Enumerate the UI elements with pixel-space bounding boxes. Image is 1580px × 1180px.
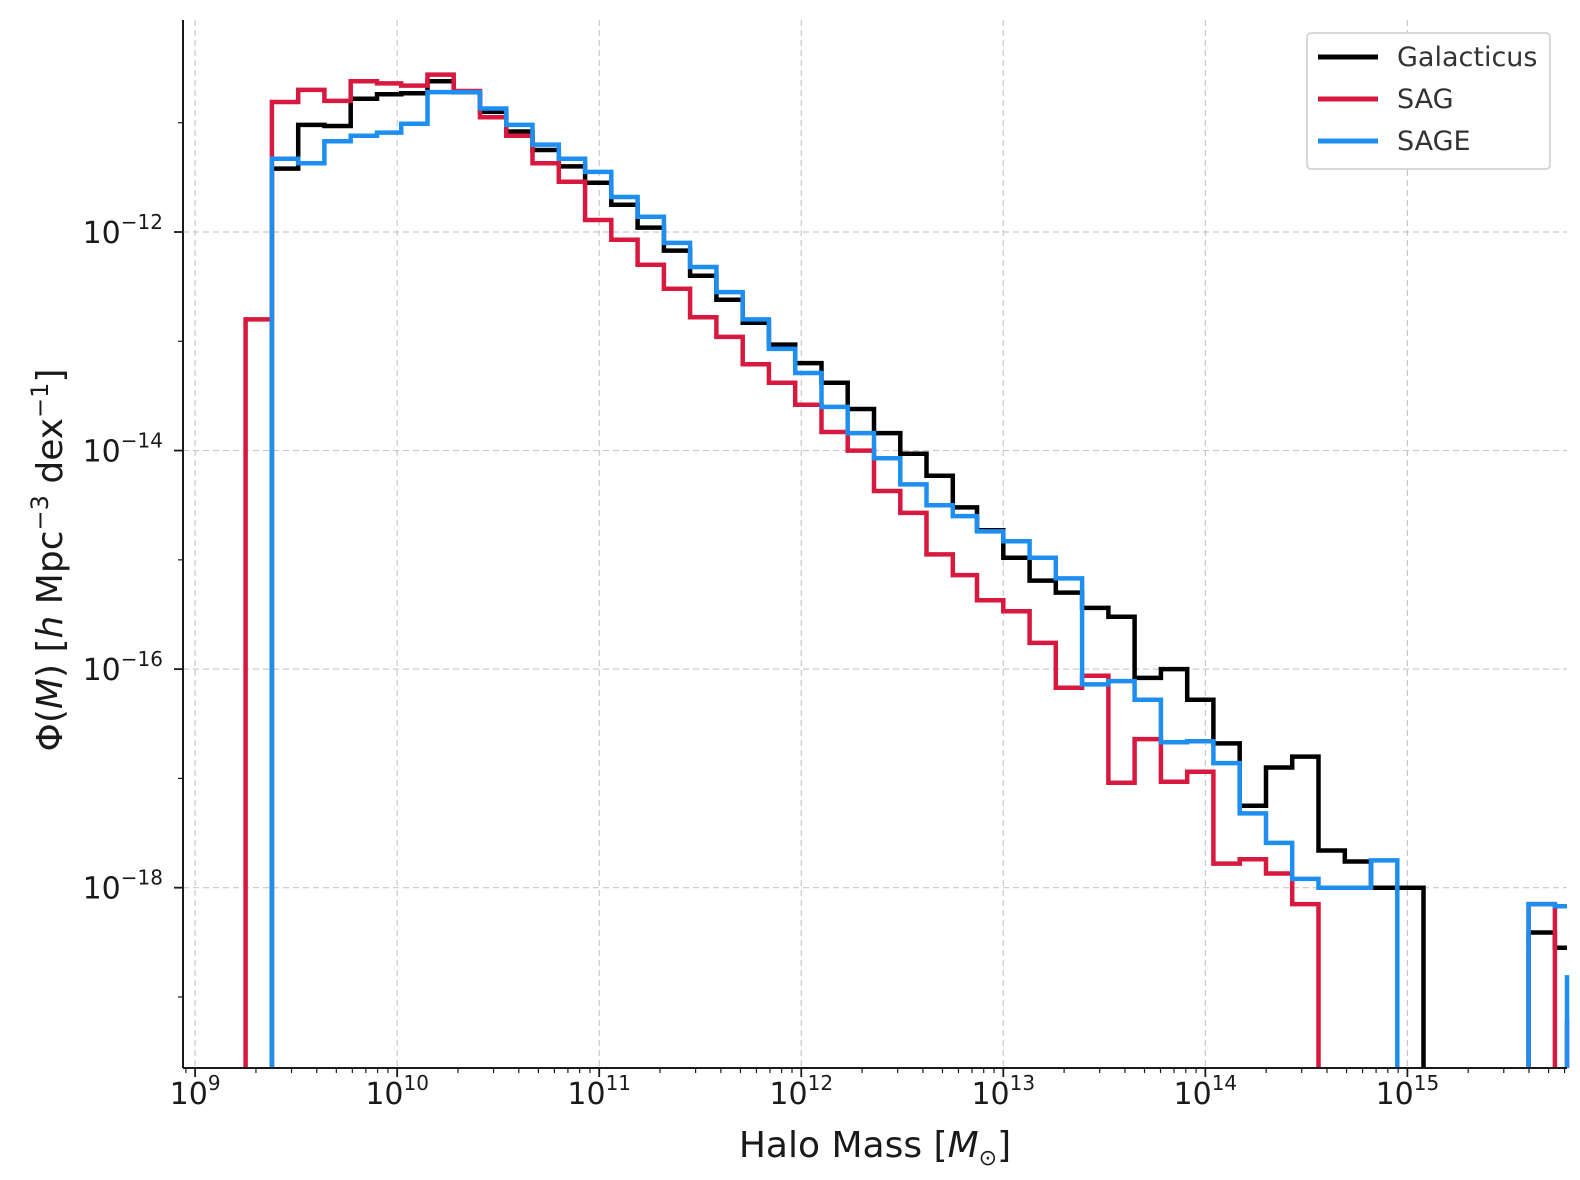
y-tick-label: 10−14 xyxy=(83,429,163,470)
legend-label-sage: SAGE xyxy=(1397,126,1471,157)
x-axis-label: Halo Mass [M⊙] xyxy=(739,1125,1011,1171)
x-tick-label: 1015 xyxy=(1376,1071,1440,1112)
legend-label-galacticus: Galacticus xyxy=(1397,42,1537,73)
series-sage xyxy=(269,89,1570,1068)
histogram-step-galacticus xyxy=(1526,930,1567,1068)
axes xyxy=(182,20,1567,1069)
histogram-step-galacticus xyxy=(269,78,1426,1068)
legend-box xyxy=(1306,32,1551,170)
grid-lines xyxy=(183,20,1567,1068)
legend-label-sag: SAG xyxy=(1397,84,1454,115)
histogram-step-sage xyxy=(1526,901,1567,1068)
series-layer xyxy=(243,72,1570,1068)
y-tick-label: 10−16 xyxy=(83,647,163,688)
histogram-step-sage xyxy=(269,89,1400,1068)
x-tick-label: 1014 xyxy=(1174,1071,1238,1112)
x-tick-label: 1011 xyxy=(567,1071,631,1112)
y-tick-label: 10−18 xyxy=(83,866,163,907)
histogram-step-sag xyxy=(243,72,1321,1068)
y-ticks: 10−12 10−14 10−16 10−18 xyxy=(83,122,183,998)
x-tick-label: 109 xyxy=(170,1071,221,1112)
legend: Galacticus SAG SAGE xyxy=(1306,32,1551,170)
series-sag xyxy=(243,72,1570,1068)
x-tick-label: 1012 xyxy=(769,1071,833,1112)
y-axis-label: Φ(M) [h Mpc−3 dex−1] xyxy=(26,369,71,752)
y-tick-label: 10−12 xyxy=(83,210,163,251)
histogram-step-sag xyxy=(1526,901,1558,1068)
x-tick-label: 1010 xyxy=(365,1071,429,1112)
x-tick-label: 1013 xyxy=(971,1071,1035,1112)
x-ticks: 109 1010 1011 1012 1013 1014 1015 xyxy=(170,1068,1566,1112)
series-galacticus xyxy=(269,78,1567,1068)
